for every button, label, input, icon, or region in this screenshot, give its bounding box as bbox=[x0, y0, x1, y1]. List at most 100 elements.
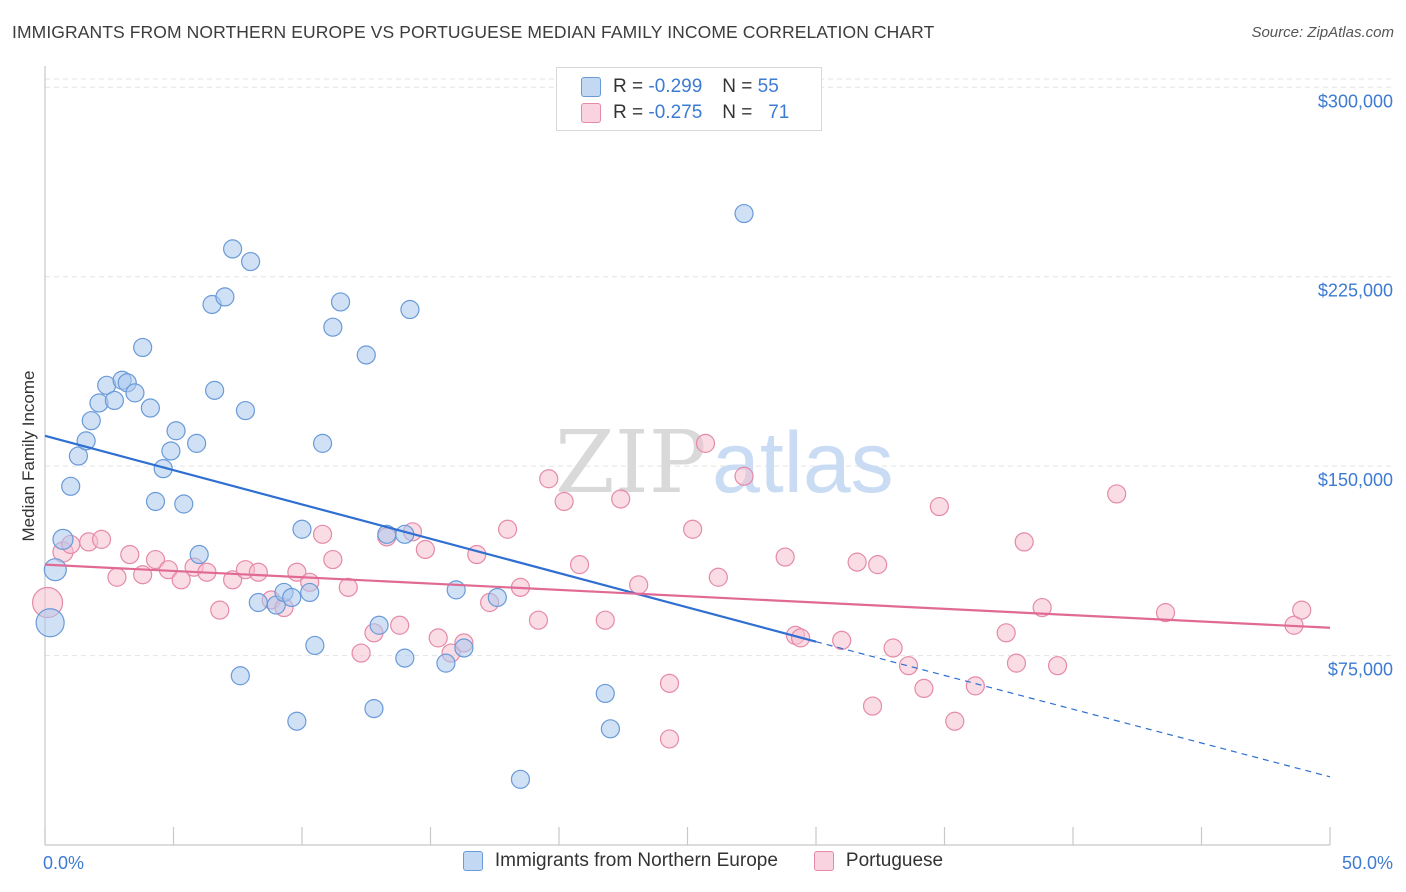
data-point-portuguese bbox=[223, 570, 243, 590]
data-point-northern-europe bbox=[145, 491, 166, 512]
data-point-northern-europe bbox=[312, 433, 333, 453]
data-point-northern-europe bbox=[241, 251, 261, 272]
data-point-portuguese bbox=[775, 547, 795, 567]
data-point-northern-europe bbox=[174, 494, 194, 514]
data-point-portuguese bbox=[883, 638, 903, 658]
data-point-portuguese bbox=[528, 610, 549, 630]
data-point-northern-europe bbox=[330, 292, 351, 312]
data-point-portuguese bbox=[323, 549, 343, 570]
data-point-portuguese bbox=[914, 678, 934, 699]
data-point-northern-europe bbox=[454, 638, 474, 658]
data-point-northern-europe bbox=[205, 380, 225, 400]
data-point-northern-europe bbox=[287, 711, 307, 731]
data-point-portuguese bbox=[629, 575, 649, 595]
legend-n-value: 55 bbox=[757, 76, 779, 97]
data-point-portuguese bbox=[1107, 484, 1127, 504]
y-tick-label: $150,000 bbox=[1318, 470, 1393, 490]
data-point-portuguese bbox=[107, 567, 127, 587]
data-point-portuguese bbox=[1014, 532, 1034, 552]
data-point-northern-europe bbox=[600, 719, 621, 739]
chart-title: IMMIGRANTS FROM NORTHERN EUROPE VS PORTU… bbox=[12, 22, 935, 42]
data-point-northern-europe bbox=[323, 317, 343, 337]
legend-swatch-pink bbox=[581, 103, 601, 123]
data-point-northern-europe bbox=[81, 411, 101, 431]
data-point-portuguese bbox=[1006, 653, 1027, 673]
data-point-portuguese bbox=[467, 544, 487, 565]
data-point-portuguese bbox=[539, 469, 559, 489]
data-point-portuguese bbox=[734, 466, 754, 486]
source-label: Source: ZipAtlas.com bbox=[1251, 24, 1394, 41]
legend-series-name: Immigrants from Northern Europe bbox=[494, 850, 778, 871]
data-point-northern-europe bbox=[35, 608, 65, 638]
y-tick-label: $225,000 bbox=[1318, 281, 1393, 301]
data-point-portuguese bbox=[898, 656, 919, 676]
data-point-portuguese bbox=[862, 696, 883, 716]
legend-n-label: N = bbox=[722, 102, 753, 123]
data-point-portuguese bbox=[708, 567, 728, 587]
data-point-portuguese bbox=[91, 529, 112, 549]
legend-item-portuguese: Portuguese bbox=[813, 850, 943, 872]
data-point-northern-europe bbox=[400, 299, 420, 320]
data-point-northern-europe bbox=[230, 666, 250, 686]
data-point-portuguese bbox=[695, 433, 716, 453]
data-point-portuguese bbox=[120, 544, 140, 565]
legend-r-label: R = bbox=[613, 102, 644, 123]
data-point-portuguese bbox=[351, 643, 371, 663]
legend-r-label: R = bbox=[613, 76, 644, 97]
legend-row-portuguese: R = -0.275 N = 71 bbox=[581, 101, 789, 125]
data-point-northern-europe bbox=[356, 345, 376, 365]
data-point-portuguese bbox=[390, 615, 410, 635]
data-point-portuguese bbox=[929, 496, 949, 517]
data-point-portuguese bbox=[1047, 656, 1068, 676]
data-point-northern-europe bbox=[364, 699, 384, 719]
trend-lines bbox=[44, 434, 1331, 778]
data-point-portuguese bbox=[965, 676, 985, 696]
data-point-northern-europe bbox=[52, 528, 74, 550]
legend-swatch-pink bbox=[813, 851, 834, 871]
y-tick-labels: $75,000 $150,000 $225,000 $300,000 bbox=[1318, 91, 1393, 679]
data-point-portuguese bbox=[832, 630, 852, 651]
data-point-portuguese bbox=[659, 673, 680, 693]
watermark: ZIP atlas bbox=[555, 413, 894, 513]
data-point-portuguese bbox=[868, 555, 888, 575]
y-axis-label: Median Family Income bbox=[19, 370, 38, 541]
data-point-portuguese bbox=[595, 610, 615, 630]
data-point-northern-europe bbox=[436, 653, 456, 673]
data-point-northern-europe bbox=[305, 635, 325, 656]
data-point-northern-europe bbox=[487, 587, 507, 608]
y-tick-label: $75,000 bbox=[1328, 660, 1393, 680]
data-point-northern-europe bbox=[215, 287, 235, 307]
data-point-portuguese bbox=[945, 711, 965, 731]
data-point-portuguese bbox=[338, 577, 358, 597]
data-point-northern-europe bbox=[734, 203, 754, 224]
data-point-northern-europe bbox=[133, 337, 153, 358]
legend-item-northern-europe: Immigrants from Northern Europe bbox=[462, 850, 778, 872]
data-point-portuguese bbox=[1292, 600, 1312, 620]
data-point-portuguese bbox=[996, 623, 1016, 643]
series-northern-europe-points bbox=[35, 203, 754, 789]
data-point-portuguese bbox=[248, 562, 268, 582]
data-point-portuguese bbox=[428, 628, 448, 648]
series-legend: Immigrants from Northern Europe Portugue… bbox=[0, 850, 1406, 872]
axes bbox=[44, 66, 1331, 846]
x-tick-labels: 0.0% 50.0% bbox=[43, 853, 1393, 873]
data-point-northern-europe bbox=[187, 433, 207, 453]
legend-swatch-blue bbox=[462, 851, 483, 871]
data-point-portuguese bbox=[145, 549, 166, 570]
data-point-portuguese bbox=[611, 489, 631, 509]
data-point-northern-europe bbox=[248, 592, 268, 613]
x-tick-label: 0.0% bbox=[43, 853, 84, 873]
legend-r-value: -0.299 bbox=[648, 76, 703, 97]
data-point-portuguese bbox=[498, 519, 518, 539]
data-point-northern-europe bbox=[189, 544, 209, 565]
data-point-northern-europe bbox=[140, 398, 160, 418]
data-point-portuguese bbox=[312, 524, 333, 544]
data-point-portuguese bbox=[659, 729, 680, 749]
data-point-northern-europe bbox=[125, 383, 145, 403]
data-point-northern-europe bbox=[161, 441, 181, 461]
data-point-portuguese bbox=[569, 555, 590, 575]
data-point-northern-europe bbox=[68, 446, 89, 466]
data-point-portuguese bbox=[1032, 597, 1052, 618]
legend-r-value: -0.275 bbox=[648, 102, 703, 123]
data-point-portuguese bbox=[415, 539, 435, 560]
